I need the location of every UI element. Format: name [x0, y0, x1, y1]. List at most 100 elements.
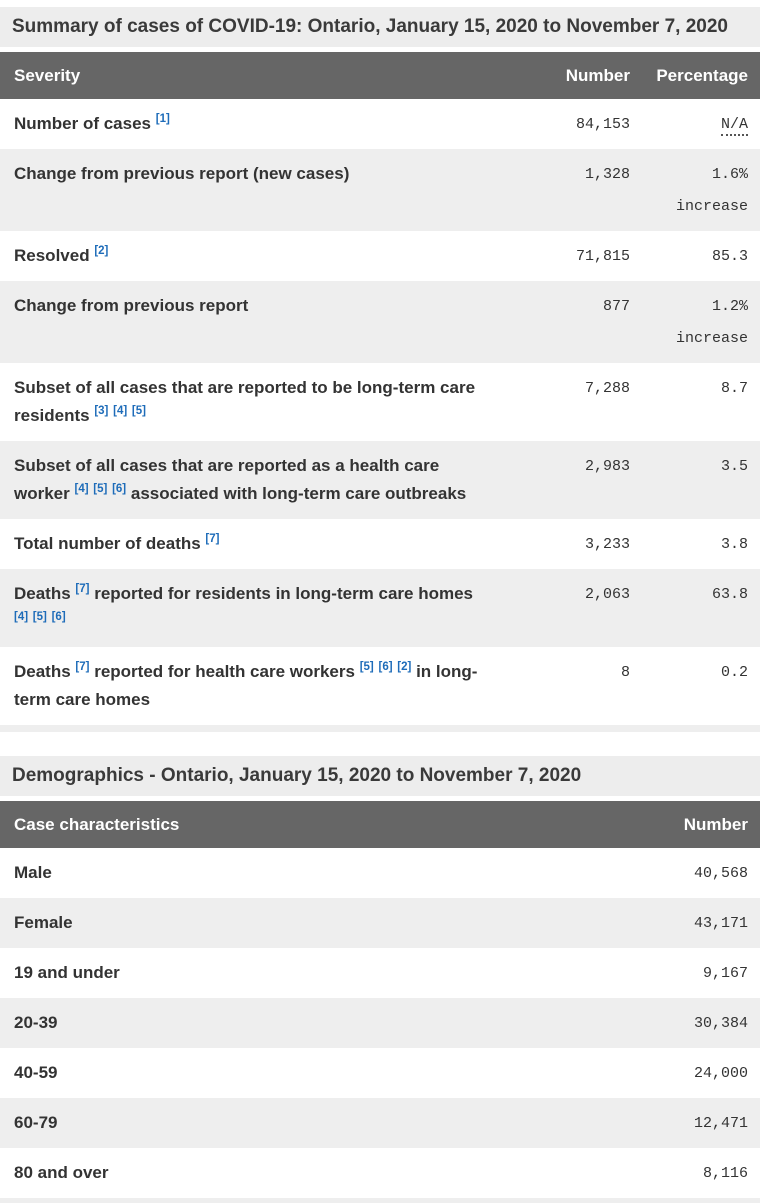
footnote-link[interactable]: [7] [205, 533, 220, 546]
footnote-link[interactable]: [3] [94, 405, 109, 418]
row-label: Change from previous report (new cases) [14, 164, 350, 183]
footnote-link[interactable]: [5] [93, 483, 108, 496]
footnote-link[interactable]: [2] [397, 661, 412, 674]
footnote-sup: [6] [52, 608, 66, 624]
row-label: Male [14, 863, 52, 882]
footnote-sup: [2] [397, 658, 411, 674]
row-number-value: 71,815 [575, 248, 630, 265]
footnote-sup: [1] [156, 110, 170, 126]
row-label: Total number of deaths [7] [0, 519, 490, 569]
table-row: Female 43,171 [0, 898, 760, 948]
row-number-value: 8 [620, 664, 630, 681]
row-number-value: 7,288 [584, 380, 630, 397]
row-number-value: 43,171 [693, 915, 748, 932]
row-number-value: 2,983 [584, 458, 630, 475]
footnote-sup: [2] [94, 242, 108, 258]
footnote-sup: [4] [14, 608, 28, 624]
not-applicable-abbr: N/A [720, 116, 748, 136]
row-percentage-value: 63.8 [711, 586, 748, 603]
table-row: Number of cases [1] 84,153 N/A [0, 99, 760, 149]
footnote-sup: [5] [33, 608, 47, 624]
footnote-sup: [7] [205, 530, 219, 546]
row-percentage-value: 3.8 [720, 536, 748, 553]
table-row: Subset of all cases that are reported as… [0, 441, 760, 519]
row-percentage-value: 8.7 [720, 380, 748, 397]
footnote-sup: [5] [93, 480, 107, 496]
table-row: Subset of all cases that are reported to… [0, 363, 760, 441]
row-label: Number of cases [1] [0, 99, 490, 149]
row-number-value: 2,063 [584, 586, 630, 603]
row-percentage-value: 1.2% increase [630, 281, 760, 363]
row-label: Change from previous report [14, 296, 249, 315]
footnote-link[interactable]: [6] [51, 611, 66, 624]
row-label: 60-79 [14, 1113, 58, 1132]
footnote-link[interactable]: [7] [75, 583, 90, 596]
row-number-value: 9,167 [702, 965, 748, 982]
footnote-sup: [5] [132, 402, 146, 418]
table-row: 19 and under 9,167 [0, 948, 760, 998]
summary-table: Severity Number Percentage Number of cas… [0, 52, 760, 725]
row-label: 20-39 [14, 1013, 58, 1032]
column-header-severity: Severity [0, 52, 490, 99]
footnote-sup: [6] [112, 480, 126, 496]
row-label: Subset of all cases that are reported as… [14, 456, 467, 503]
table-row: Total number of deaths [7] 3,233 3.8 [0, 519, 760, 569]
next-row-partial [0, 1198, 760, 1203]
row-label: Deaths [7] reported for residents in lon… [0, 569, 490, 647]
table-row: 80 and over 8,116 [0, 1148, 760, 1198]
column-header-case-characteristics: Case characteristics [0, 801, 620, 848]
row-number-value: 877 [602, 298, 630, 315]
row-percentage-value: 3.5 [720, 458, 748, 475]
percentage-note: increase [675, 330, 748, 347]
footnote-link[interactable]: [4] [74, 483, 89, 496]
summary-table-bottom-edge [0, 725, 760, 732]
row-number-value: 12,471 [693, 1115, 748, 1132]
table-row: Change from previous report 877 1.2% increa… [0, 281, 760, 363]
footnote-sup: [7] [75, 580, 89, 596]
footnote-link[interactable]: [4] [113, 405, 128, 418]
table-row: 60-79 12,471 [0, 1098, 760, 1148]
footnote-link[interactable]: [6] [112, 483, 127, 496]
footnote-link[interactable]: [6] [378, 661, 393, 674]
table-row: 40-59 24,000 [0, 1048, 760, 1098]
row-label: Resolved [2] [0, 231, 490, 281]
table-row: Deaths [7] reported for health care work… [0, 647, 760, 725]
summary-header-row: Severity Number Percentage [0, 52, 760, 99]
percentage-note: increase [675, 198, 748, 215]
demographics-table: Case characteristics Number Male 40,568 Fe… [0, 801, 760, 1198]
footnote-link[interactable]: [7] [75, 661, 90, 674]
row-label: Subset of all cases that are reported to… [14, 378, 476, 425]
demographics-table-section: Demographics - Ontario, January 15, 2020… [0, 756, 760, 1203]
table-row: Male 40,568 [0, 848, 760, 898]
column-header-percentage: Percentage [630, 52, 760, 99]
footnote-link[interactable]: [1] [155, 113, 170, 126]
tables-gap [0, 732, 760, 756]
footnote-link[interactable]: [5] [131, 405, 146, 418]
footnote-sup: [4] [113, 402, 127, 418]
column-header-number: Number [620, 801, 760, 848]
row-number-value: 84,153 [575, 116, 630, 133]
row-number-value: 3,233 [584, 536, 630, 553]
demographics-table-title: Demographics - Ontario, January 15, 2020… [0, 756, 760, 796]
summary-table-section: Summary of cases of COVID-19: Ontario, J… [0, 7, 760, 732]
row-label: 80 and over [14, 1163, 109, 1182]
row-percentage-value: 85.3 [711, 248, 748, 265]
footnote-link[interactable]: [5] [32, 611, 47, 624]
row-number-value: 40,568 [693, 865, 748, 882]
demographics-header-row: Case characteristics Number [0, 801, 760, 848]
footnote-link[interactable]: [5] [359, 661, 374, 674]
table-row: 20-39 30,384 [0, 998, 760, 1048]
row-number-value: 30,384 [693, 1015, 748, 1032]
column-header-number: Number [490, 52, 630, 99]
row-label: 19 and under [14, 963, 120, 982]
footnote-link[interactable]: [2] [94, 245, 109, 258]
row-label: Female [14, 913, 73, 932]
row-percentage-value: 0.2 [720, 664, 748, 681]
row-label: 40-59 [14, 1063, 58, 1082]
table-row: Resolved [2] 71,815 85.3 [0, 231, 760, 281]
footnote-link[interactable]: [4] [14, 611, 29, 624]
footnote-sup: [5] [360, 658, 374, 674]
footnote-sup: [4] [74, 480, 88, 496]
row-label: Deaths [7] reported for health care work… [0, 647, 490, 725]
row-number-value: 1,328 [584, 166, 630, 183]
